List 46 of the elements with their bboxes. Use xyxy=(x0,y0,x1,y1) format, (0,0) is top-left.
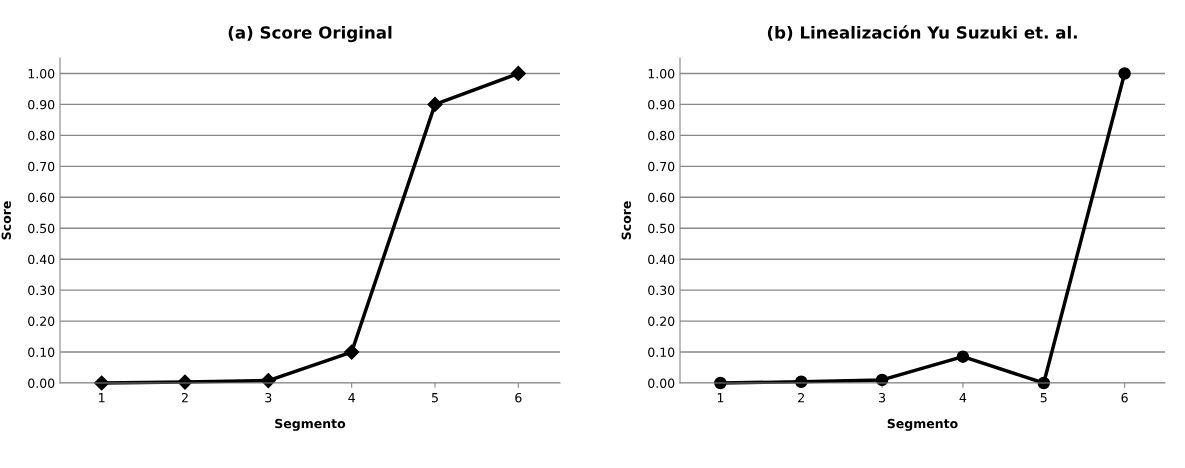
y-tick-label: 0.70 xyxy=(648,161,675,172)
x-tick-label: 4 xyxy=(959,393,967,403)
y-tick-label: 0.00 xyxy=(28,378,55,388)
x-tick-label: 6 xyxy=(515,392,522,403)
chart-title: (a) Score Original xyxy=(228,25,392,43)
y-tick-label: 0.80 xyxy=(28,130,55,141)
x-tick-label: 5 xyxy=(1040,393,1047,403)
y-tick-label: 0.90 xyxy=(28,99,55,110)
x-tick-label: 1 xyxy=(717,393,724,403)
y-tick-label: 0.60 xyxy=(28,192,55,203)
x-tick-label: 3 xyxy=(879,392,886,403)
y-tick-label: 1.00 xyxy=(648,68,675,79)
point xyxy=(260,372,276,389)
point xyxy=(344,344,360,360)
x-axis-title: Segmento xyxy=(275,418,346,431)
point xyxy=(956,350,970,363)
x-tick-label: 6 xyxy=(1121,392,1128,403)
y-tick-label: 0.50 xyxy=(648,223,675,234)
y-tick-label: 0.30 xyxy=(648,285,675,296)
x-tick-label: 5 xyxy=(431,393,438,403)
y-tick-label: 0.70 xyxy=(28,161,55,172)
y-tick-label: 0.20 xyxy=(28,316,55,327)
y-tick-label: 0.40 xyxy=(28,254,55,265)
x-tick-label: 2 xyxy=(181,392,188,403)
y-axis-title: Score xyxy=(621,201,631,240)
chart-title: (b) Linealización Yu Suzuki et. al. xyxy=(767,25,1077,41)
y-tick-label: 0.30 xyxy=(28,285,55,296)
y-tick-label: 0.40 xyxy=(648,254,675,265)
y-tick-label: 0.60 xyxy=(648,192,675,203)
y-tick-label: 0.10 xyxy=(28,347,55,357)
point xyxy=(510,65,526,82)
y-tick-label: 0.80 xyxy=(648,130,675,141)
y-tick-label: 1.00 xyxy=(28,68,55,79)
x-tick-label: 2 xyxy=(798,392,804,403)
y-axis-title: Score xyxy=(1,201,11,240)
y-tick-label: 0.20 xyxy=(648,316,675,327)
point xyxy=(427,96,443,112)
x-tick-label: 1 xyxy=(99,393,105,403)
x-tick-label: 4 xyxy=(348,393,355,403)
y-tick-label: 0.90 xyxy=(648,99,675,110)
y-tick-label: 0.50 xyxy=(28,223,55,234)
x-tick-label: 3 xyxy=(265,392,272,403)
x-axis-title: Segmento xyxy=(887,418,958,431)
y-tick-label: 0.00 xyxy=(648,378,675,388)
point xyxy=(1118,67,1131,80)
y-tick-label: 0.10 xyxy=(648,347,675,357)
